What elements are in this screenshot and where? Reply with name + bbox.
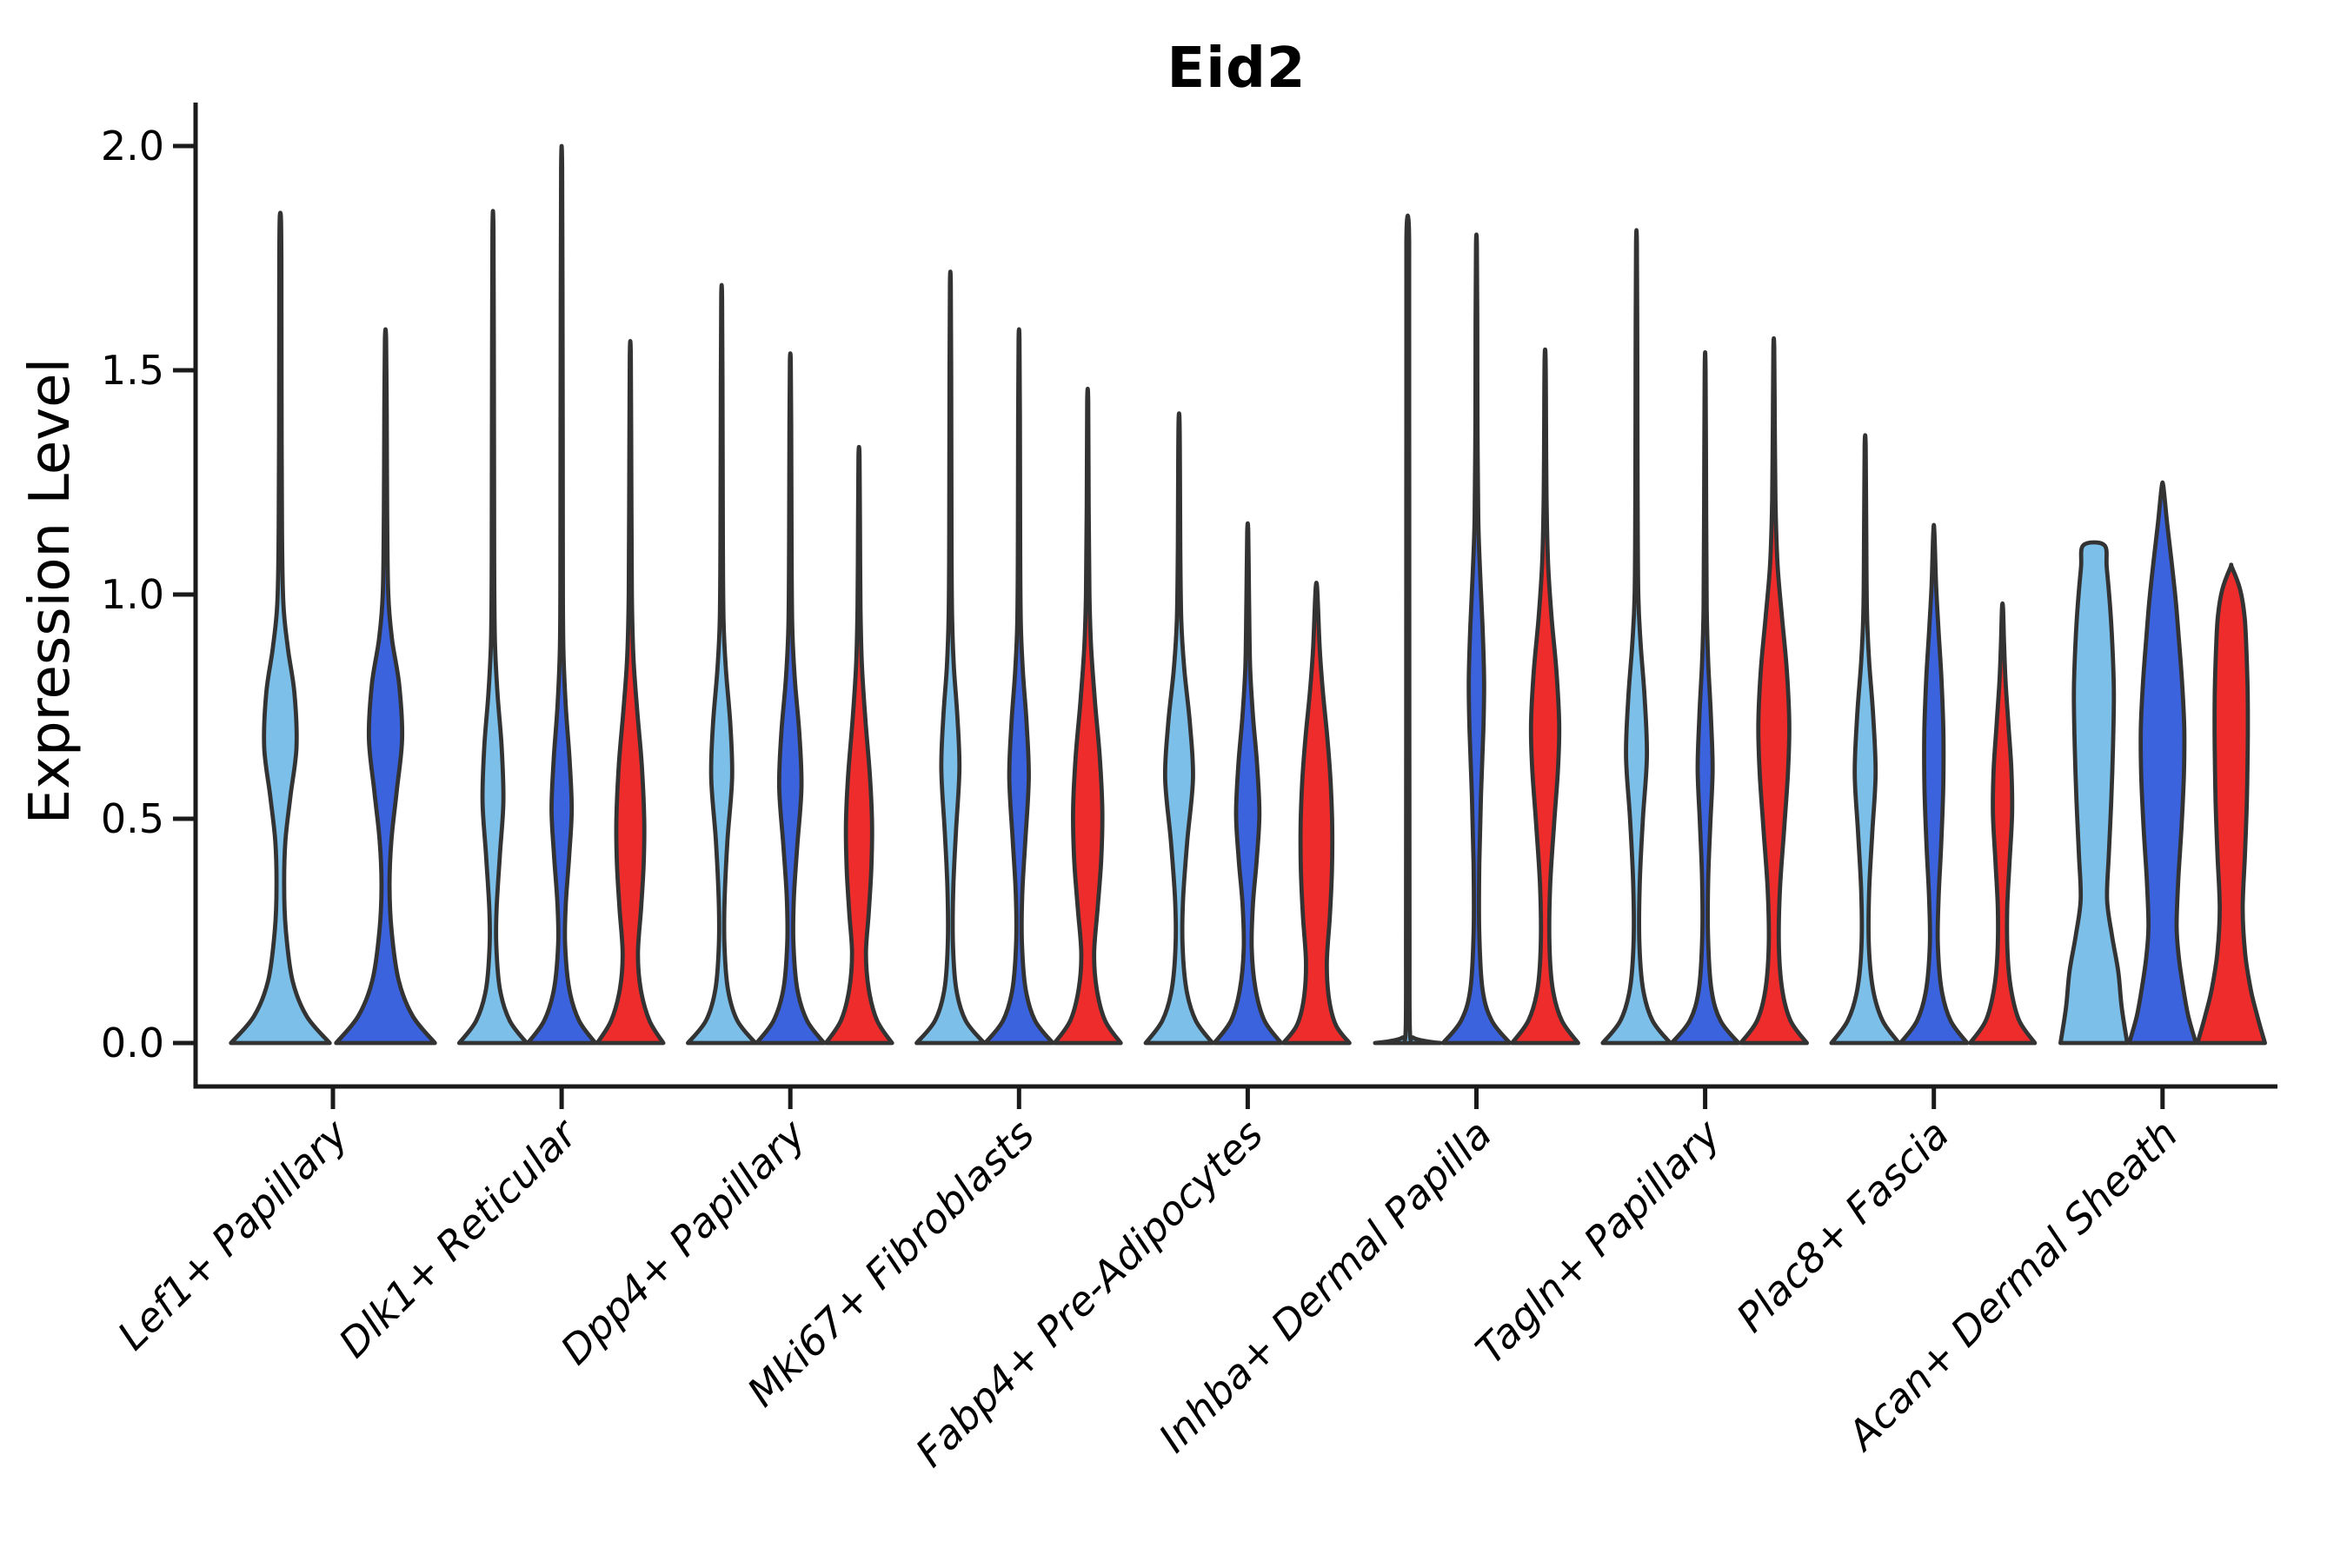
chart-title: Eid2 (1167, 37, 1306, 101)
violin-fabp4-pre-adipocytes-3 (1281, 581, 1352, 1046)
violin-dlk1-reticular-3 (595, 339, 666, 1046)
x-tick-label: Plac8+ Fascia (1727, 1111, 1958, 1341)
violin-acan-dermal-sheath-2 (2127, 480, 2198, 1046)
violin-lef1-papillary-2 (334, 327, 437, 1046)
violin-tagln-papillary-1 (1600, 228, 1672, 1046)
y-tick-label: 0.5 (101, 795, 164, 842)
violin-mki67-fibroblasts-1 (914, 269, 987, 1046)
violin-dpp4-papillary-1 (686, 282, 758, 1046)
violin-inhba-dermal-papilla-2 (1440, 232, 1513, 1046)
violin-fabp4-pre-adipocytes-2 (1212, 521, 1284, 1046)
violin-acan-dermal-sheath-1 (2058, 540, 2130, 1046)
violin-acan-dermal-sheath-3 (2195, 562, 2267, 1046)
violin-plac8-fascia-3 (1968, 601, 2038, 1046)
y-tick-label: 2.0 (101, 123, 164, 169)
violin-dpp4-papillary-3 (823, 444, 894, 1046)
violin-dlk1-reticular-2 (525, 143, 598, 1046)
violin-mki67-fibroblasts-3 (1052, 386, 1123, 1046)
violin-fabp4-pre-adipocytes-1 (1143, 411, 1215, 1046)
violin-inhba-dermal-papilla-3 (1510, 347, 1580, 1046)
violin-tagln-papillary-3 (1739, 336, 1809, 1046)
x-tick-label: Dpp4+ Papillary (551, 1110, 814, 1373)
violin-dlk1-reticular-1 (456, 209, 529, 1046)
y-tick-label: 1.5 (101, 347, 164, 394)
y-tick-label: 0.0 (101, 1020, 164, 1066)
violin-mki67-fibroblasts-2 (983, 327, 1055, 1046)
violin-dpp4-papillary-2 (755, 351, 827, 1046)
violin-inhba-dermal-papilla-1 (1373, 213, 1443, 1046)
violin-plac8-fascia-1 (1829, 433, 1901, 1046)
x-tick-label: Tagln+ Papillary (1466, 1110, 1730, 1373)
x-tick-label: Dlk1+ Reticular (329, 1108, 588, 1366)
x-tick-label: Lef1+ Papillary (109, 1110, 357, 1359)
violin-plac8-fascia-2 (1898, 522, 1970, 1046)
violin-tagln-papillary-2 (1669, 349, 1741, 1046)
violin-lef1-papillary-1 (229, 210, 332, 1046)
y-tick-label: 1.0 (101, 571, 164, 618)
